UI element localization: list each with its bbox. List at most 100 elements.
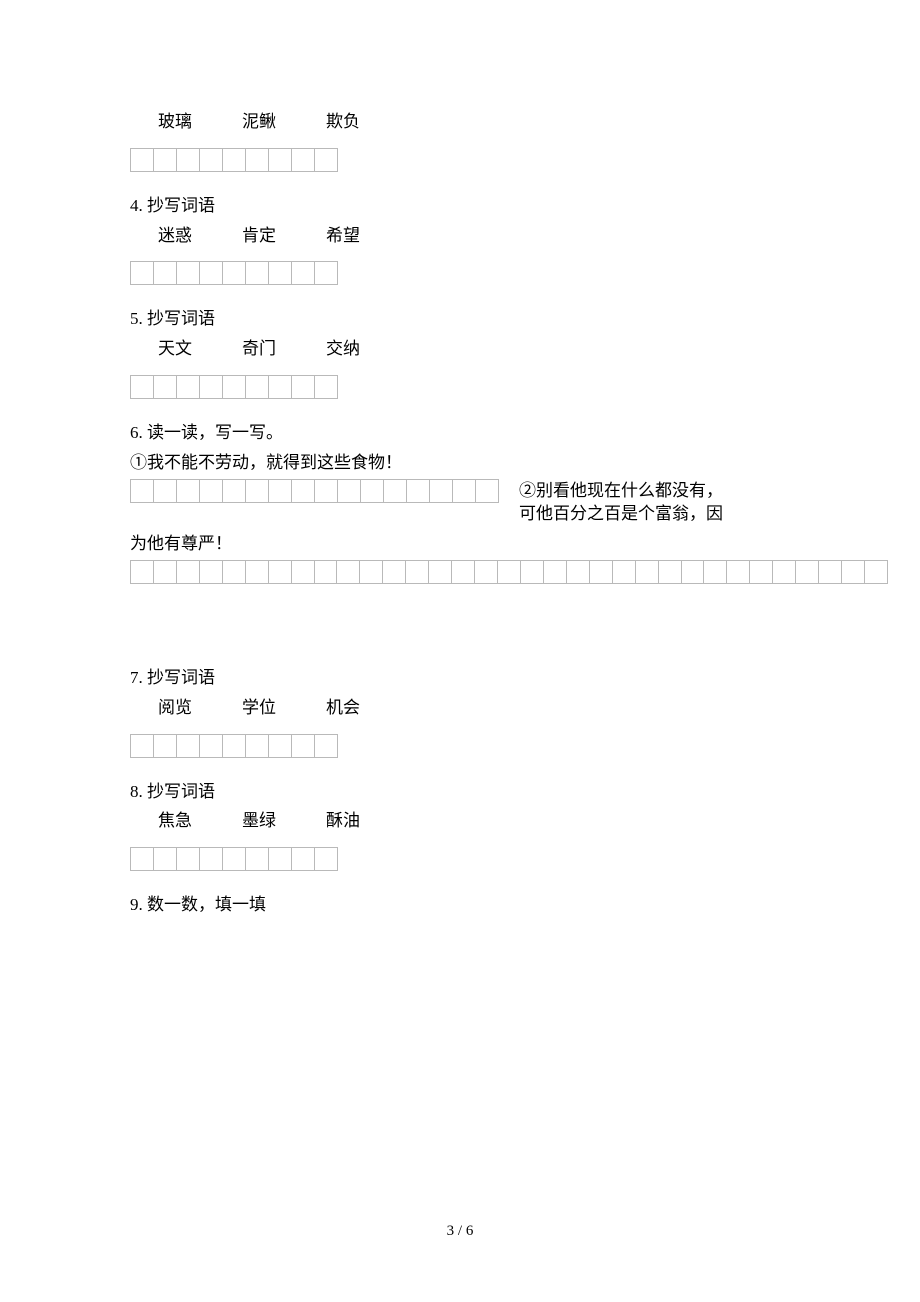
writing-cell[interactable] <box>291 375 315 399</box>
writing-cell[interactable] <box>268 734 292 758</box>
answer-grid-wide[interactable] <box>130 560 888 584</box>
writing-cell[interactable] <box>543 560 567 584</box>
writing-cell[interactable] <box>268 148 292 172</box>
writing-cell[interactable] <box>245 261 269 285</box>
writing-cell[interactable] <box>268 479 292 503</box>
writing-cell[interactable] <box>199 148 223 172</box>
writing-cell[interactable] <box>199 479 223 503</box>
writing-cell[interactable] <box>314 560 338 584</box>
writing-cell[interactable] <box>360 479 384 503</box>
writing-cell[interactable] <box>222 148 246 172</box>
writing-cell[interactable] <box>520 560 544 584</box>
writing-cell[interactable] <box>199 734 223 758</box>
writing-cell[interactable] <box>681 560 705 584</box>
writing-cell[interactable] <box>291 479 315 503</box>
writing-cell[interactable] <box>475 479 499 503</box>
writing-cell[interactable] <box>153 375 177 399</box>
writing-cell[interactable] <box>383 479 407 503</box>
writing-cell[interactable] <box>726 560 750 584</box>
writing-cell[interactable] <box>268 375 292 399</box>
writing-cell[interactable] <box>245 847 269 871</box>
writing-cell[interactable] <box>199 847 223 871</box>
writing-cell[interactable] <box>314 734 338 758</box>
writing-cell[interactable] <box>406 479 430 503</box>
writing-cell[interactable] <box>291 847 315 871</box>
writing-cell[interactable] <box>703 560 727 584</box>
writing-cell[interactable] <box>291 560 315 584</box>
writing-cell[interactable] <box>291 261 315 285</box>
writing-cell[interactable] <box>428 560 452 584</box>
writing-cell[interactable] <box>245 734 269 758</box>
writing-cell[interactable] <box>222 375 246 399</box>
writing-cell[interactable] <box>314 261 338 285</box>
writing-cell[interactable] <box>336 560 360 584</box>
answer-grid[interactable] <box>130 375 790 399</box>
writing-cell[interactable] <box>749 560 773 584</box>
writing-cell[interactable] <box>795 560 819 584</box>
writing-cell[interactable] <box>405 560 429 584</box>
writing-cell[interactable] <box>818 560 842 584</box>
writing-cell[interactable] <box>153 148 177 172</box>
writing-cell[interactable] <box>130 734 154 758</box>
writing-cell[interactable] <box>130 148 154 172</box>
writing-cell[interactable] <box>176 148 200 172</box>
writing-cell[interactable] <box>222 479 246 503</box>
writing-cell[interactable] <box>222 847 246 871</box>
writing-cell[interactable] <box>222 734 246 758</box>
writing-cell[interactable] <box>359 560 383 584</box>
writing-cell[interactable] <box>130 375 154 399</box>
writing-cell[interactable] <box>772 560 796 584</box>
writing-cell[interactable] <box>382 560 406 584</box>
writing-cell[interactable] <box>153 560 177 584</box>
answer-grid[interactable] <box>130 479 499 503</box>
writing-cell[interactable] <box>864 560 888 584</box>
writing-cell[interactable] <box>245 375 269 399</box>
writing-cell[interactable] <box>314 479 338 503</box>
answer-grid[interactable] <box>130 148 790 172</box>
answer-grid[interactable] <box>130 261 790 285</box>
writing-cell[interactable] <box>245 479 269 503</box>
writing-cell[interactable] <box>291 148 315 172</box>
writing-cell[interactable] <box>314 148 338 172</box>
writing-cell[interactable] <box>176 375 200 399</box>
writing-cell[interactable] <box>199 375 223 399</box>
writing-cell[interactable] <box>130 847 154 871</box>
writing-cell[interactable] <box>474 560 498 584</box>
writing-cell[interactable] <box>268 261 292 285</box>
writing-cell[interactable] <box>199 261 223 285</box>
writing-cell[interactable] <box>130 479 154 503</box>
writing-cell[interactable] <box>291 734 315 758</box>
writing-cell[interactable] <box>222 560 246 584</box>
writing-cell[interactable] <box>268 560 292 584</box>
writing-cell[interactable] <box>199 560 223 584</box>
writing-cell[interactable] <box>176 261 200 285</box>
writing-cell[interactable] <box>658 560 682 584</box>
answer-grid[interactable] <box>130 734 790 758</box>
writing-cell[interactable] <box>130 560 154 584</box>
writing-cell[interactable] <box>130 261 154 285</box>
writing-cell[interactable] <box>452 479 476 503</box>
writing-cell[interactable] <box>429 479 453 503</box>
writing-cell[interactable] <box>589 560 613 584</box>
writing-cell[interactable] <box>566 560 590 584</box>
writing-cell[interactable] <box>153 847 177 871</box>
writing-cell[interactable] <box>245 148 269 172</box>
writing-cell[interactable] <box>176 479 200 503</box>
writing-cell[interactable] <box>337 479 361 503</box>
writing-cell[interactable] <box>176 560 200 584</box>
writing-cell[interactable] <box>245 560 269 584</box>
writing-cell[interactable] <box>176 847 200 871</box>
writing-cell[interactable] <box>612 560 636 584</box>
writing-cell[interactable] <box>153 734 177 758</box>
writing-cell[interactable] <box>841 560 865 584</box>
writing-cell[interactable] <box>153 479 177 503</box>
writing-cell[interactable] <box>497 560 521 584</box>
writing-cell[interactable] <box>268 847 292 871</box>
answer-grid[interactable] <box>130 847 790 871</box>
writing-cell[interactable] <box>314 847 338 871</box>
writing-cell[interactable] <box>635 560 659 584</box>
writing-cell[interactable] <box>153 261 177 285</box>
writing-cell[interactable] <box>314 375 338 399</box>
writing-cell[interactable] <box>176 734 200 758</box>
writing-cell[interactable] <box>451 560 475 584</box>
